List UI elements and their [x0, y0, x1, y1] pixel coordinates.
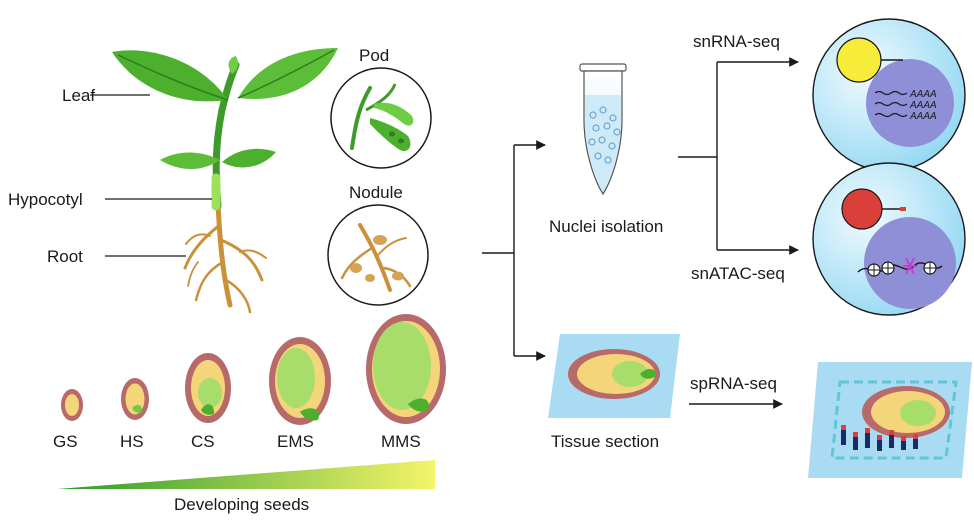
hypocotyl-label: Hypocotyl	[8, 190, 83, 209]
nuclei-isolation-label: Nuclei isolation	[549, 217, 663, 236]
polya-tail-3: AAAA	[909, 111, 937, 122]
leaf-label: Leaf	[62, 86, 95, 105]
plant-illustration: Leaf Hypocotyl Root	[8, 48, 338, 314]
snatac-circle	[812, 162, 966, 316]
seed-stage-cs: CS	[191, 432, 215, 451]
leaves	[112, 48, 338, 169]
pod-label: Pod	[359, 46, 389, 65]
tube-icon	[579, 63, 627, 196]
pod-icon	[350, 83, 414, 152]
tissue-section-icon	[548, 334, 680, 418]
seed-mms	[366, 314, 446, 424]
spatial-slide-icon	[808, 362, 972, 478]
sprna-seq-label: spRNA-seq	[690, 374, 777, 393]
root-system	[183, 202, 267, 314]
snrna-seq-label: snRNA-seq	[693, 32, 780, 51]
seed-stage-hs: HS	[120, 432, 144, 451]
seed-stage-gs: GS	[53, 432, 78, 451]
pod-circle	[330, 67, 432, 169]
nodule-label: Nodule	[349, 183, 403, 202]
polya-tail-1: AAAA	[909, 89, 937, 100]
nodule-icon	[340, 223, 412, 292]
seed-hs	[121, 378, 149, 420]
pod-panel: Pod	[330, 46, 432, 169]
polya-tail-2: AAAA	[909, 100, 937, 111]
seed-gs	[61, 389, 83, 421]
developing-seeds-caption: Developing seeds	[174, 495, 309, 514]
seed-ems	[269, 337, 331, 425]
nodule-panel: Nodule	[327, 183, 429, 306]
seed-stage-mms: MMS	[381, 432, 421, 451]
development-gradient	[57, 460, 435, 489]
seed-cs	[185, 353, 231, 423]
developing-seeds: GS HS CS EMS MMS Developing seeds	[53, 314, 446, 514]
snrna-circle: AAAA AAAA AAAA	[812, 18, 966, 172]
root-label: Root	[47, 247, 83, 266]
tissue-section-label: Tissue section	[551, 432, 659, 451]
seed-stage-ems: EMS	[277, 432, 314, 451]
workflow-connectors	[482, 57, 799, 409]
snatac-seq-label: snATAC-seq	[691, 264, 785, 283]
spatial-barcodes	[841, 425, 918, 451]
